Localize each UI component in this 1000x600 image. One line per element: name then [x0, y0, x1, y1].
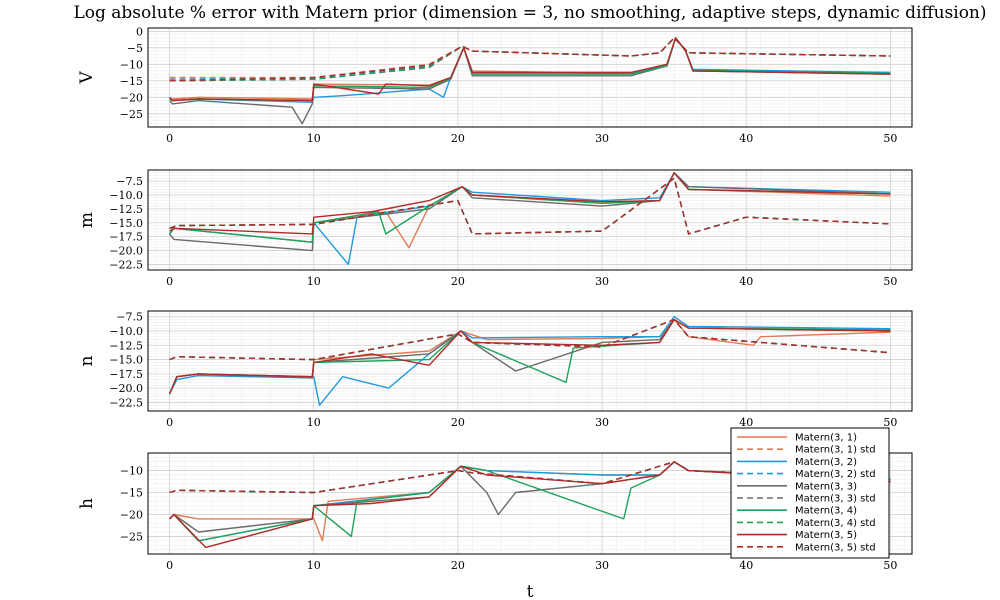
x-tick-label: 0 [166, 132, 173, 145]
y-tick-label: −22.5 [109, 396, 143, 409]
y-tick-label: −7.5 [116, 175, 143, 188]
legend-entry: Matern(3, 1) [795, 433, 857, 444]
plot-frame [147, 452, 913, 555]
y-tick-label: −20 [120, 508, 143, 521]
series-line-matern-3-5-std [169, 177, 891, 235]
legend-entry: Matern(3, 4) [795, 506, 857, 517]
y-tick-label: −15.0 [109, 354, 143, 367]
series-line-matern-3-5 [168, 318, 891, 395]
panels: 0 10 20 30 40 50 0 −5 −10 −15 −20 −25 V 0 10 20 30 40 50 −7… [77, 25, 913, 572]
x-tick-label: 20 [451, 132, 465, 145]
legend-entry: Matern(3, 5) std [795, 542, 876, 553]
legend-entry: Matern(3, 2) std [795, 469, 876, 480]
plot-frame [147, 169, 913, 271]
panel-n: 0 10 20 30 40 50 −7.5−10.0−12.5 −15.0−17.5−20.0… [77, 310, 913, 429]
x-tick-label: 30 [595, 559, 609, 572]
y-tick-label: −20 [120, 91, 143, 104]
series-line-matern-3-5 [169, 172, 891, 235]
y-tick-label: −20.0 [109, 245, 143, 258]
x-tick-label: 30 [595, 275, 609, 288]
x-tick-label: 10 [307, 559, 321, 572]
y-tick-label: −20.0 [109, 382, 143, 395]
legend-entry: Matern(3, 2) [795, 457, 857, 468]
series-group [169, 461, 891, 549]
y-tick-label: −10 [120, 465, 143, 478]
x-tick-label: 40 [739, 132, 753, 145]
legend-entry: Matern(3, 3) std [795, 494, 876, 505]
series-line-matern-3-5-std [169, 461, 891, 494]
x-tick-label: 0 [166, 559, 173, 572]
y-axis-label: n [77, 355, 97, 366]
series-group [169, 37, 891, 125]
x-tick-label: 30 [595, 132, 609, 145]
x-tick-label: 50 [883, 132, 897, 145]
y-tick-label: −25 [120, 530, 143, 543]
y-tick-label: −10 [120, 58, 143, 71]
y-tick-label: −10.0 [109, 325, 143, 338]
x-tick-label: 10 [307, 132, 321, 145]
series-line-matern-3-5 [169, 461, 891, 549]
x-tick-label: 50 [883, 275, 897, 288]
x-tick-label: 20 [451, 275, 465, 288]
series-group [168, 316, 891, 406]
y-tick-label: −15 [120, 487, 143, 500]
x-tick-label: 10 [307, 275, 321, 288]
x-tick-label: 0 [166, 275, 173, 288]
y-tick-label: −15 [120, 75, 143, 88]
y-tick-label: −15.0 [109, 217, 143, 230]
panel-m: 0 10 20 30 40 50 −7.5−10.0−12.5−15.0−17.5−20.0… [77, 169, 913, 288]
legend-entry: Matern(3, 5) [795, 530, 857, 541]
y-tick-label: −5 [127, 42, 143, 55]
y-tick-label: −22.5 [109, 258, 143, 271]
y-tick-label: −12.5 [109, 339, 143, 352]
series-line-matern-3-2 [168, 316, 891, 406]
plot-frame [147, 27, 913, 128]
y-tick-label: −12.5 [109, 203, 143, 216]
chart-title: Log absolute % error with Matern prior (… [73, 3, 986, 23]
y-axis-label: V [77, 71, 97, 85]
x-tick-label: 50 [883, 416, 897, 429]
x-tick-label: 40 [739, 275, 753, 288]
series-line-matern-3-5-std [169, 37, 891, 82]
x-tick-label: 20 [451, 416, 465, 429]
y-tick-label: −10.0 [109, 189, 143, 202]
x-tick-label: 0 [166, 416, 173, 429]
series-group [169, 172, 891, 266]
y-tick-label: −17.5 [109, 368, 143, 381]
x-tick-label: 40 [739, 416, 753, 429]
x-axis-label: t [527, 582, 534, 600]
y-tick-label: −17.5 [109, 231, 143, 244]
panel-V: 0 10 20 30 40 50 0 −5 −10 −15 −20 −25 V [77, 25, 913, 145]
y-tick-label: −25 [120, 108, 143, 121]
legend-entry: Matern(3, 4) std [795, 518, 876, 529]
x-tick-label: 10 [307, 416, 321, 429]
legend-entry: Matern(3, 3) [795, 481, 857, 492]
y-axis-label: h [77, 498, 97, 509]
plot-frame [147, 310, 913, 412]
x-tick-label: 20 [451, 559, 465, 572]
y-axis-label: m [77, 212, 97, 228]
x-tick-label: 30 [595, 416, 609, 429]
x-tick-label: 50 [883, 559, 897, 572]
y-tick-label: 0 [136, 25, 143, 38]
series-line-matern-3-5-std [169, 318, 891, 361]
y-tick-label: −7.5 [116, 311, 143, 324]
x-tick-label: 40 [739, 559, 753, 572]
legend-entry: Matern(3, 1) std [795, 445, 876, 456]
